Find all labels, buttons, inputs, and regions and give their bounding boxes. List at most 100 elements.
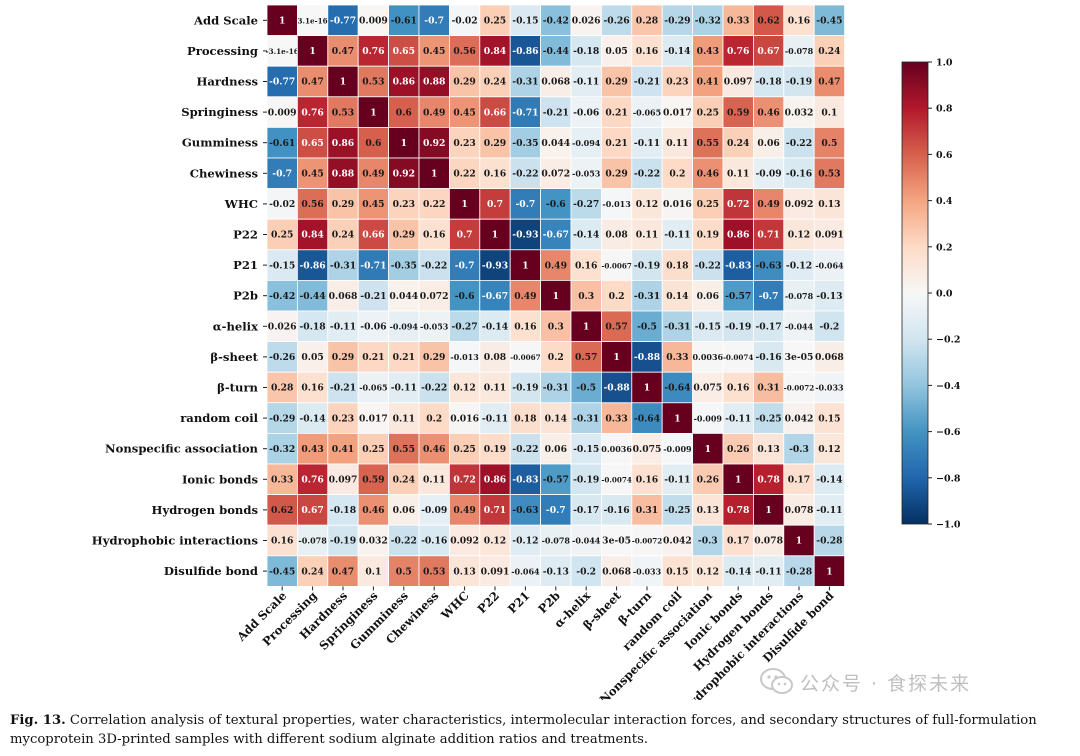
cell-value-label: 0.76: [301, 107, 323, 118]
heatmap-cell: [813, 157, 846, 190]
cell-value-label: -0.64: [664, 383, 691, 394]
heatmap-cell: [296, 188, 329, 220]
cell-value-label: 0.12: [636, 199, 658, 210]
heatmap-cell: [357, 96, 390, 128]
cell-value-label: 0.091: [481, 566, 510, 577]
cell-value-label: 1: [583, 322, 589, 333]
heatmap-cell: [296, 35, 329, 67]
heatmap-cell: [448, 96, 481, 128]
colorbar-tick-label: −0.8: [936, 473, 961, 484]
cell-value-label: -0.053: [420, 322, 449, 332]
cell-value-label: 0.65: [393, 46, 415, 57]
cell-value-label: -0.45: [269, 566, 295, 577]
y-tick-label: random coil: [180, 411, 258, 425]
cell-value-label: -0.053: [572, 169, 601, 179]
heatmap-cell: [509, 310, 542, 343]
heatmap-cell: [631, 341, 663, 373]
cell-value-label: -0.2: [576, 566, 596, 577]
cell-value-label: -0.0074: [601, 476, 632, 485]
heatmap-cell: [722, 96, 754, 128]
heatmap-cell: [448, 188, 481, 220]
heatmap-cell: [357, 188, 390, 220]
cell-value-label: 0.24: [727, 138, 750, 149]
cell-value-label: 0.042: [785, 413, 814, 424]
cell-value-label: -0.93: [482, 260, 508, 271]
heatmap-cell: [388, 218, 420, 251]
cell-value-label: 0.31: [636, 505, 658, 516]
cell-value-label: -0.22: [695, 260, 721, 271]
cell-value-label: 0.0036: [692, 352, 723, 362]
heatmap-cell: [661, 218, 694, 251]
cell-value-label: -0.14: [573, 230, 600, 241]
heatmap-cell: [631, 555, 663, 587]
heatmap-cell: [813, 96, 846, 128]
cell-value-label: 1: [613, 352, 619, 363]
cell-value-label: -0.064: [511, 566, 540, 576]
heatmap-cell: [448, 371, 481, 404]
cell-value-label: 0.53: [362, 77, 384, 88]
cell-value-label: 0.22: [423, 199, 445, 210]
cell-value-label: -0.19: [573, 475, 599, 486]
cell-value-label: 0.47: [332, 46, 354, 57]
cell-value-label: 0.41: [697, 77, 719, 88]
cell-value-label: -0.02: [451, 16, 477, 27]
cell-value-label: 0.2: [609, 291, 625, 302]
cell-value-label: 0.18: [514, 413, 536, 424]
heatmap-cell: [479, 35, 511, 67]
cell-value-label: -0.29: [269, 413, 295, 424]
cell-value-label: 0.16: [484, 169, 506, 180]
cell-value-label: 0.22: [453, 169, 475, 180]
cell-value-label: -0.16: [421, 536, 447, 547]
colorbar-tick-label: 0.8: [936, 104, 953, 115]
wechat-icon: [760, 668, 793, 694]
cell-value-label: -0.11: [330, 322, 356, 333]
heatmap-cell: [357, 35, 390, 67]
cell-value-label: -0.45: [816, 16, 842, 27]
heatmap-cell: [783, 555, 815, 587]
cell-value-label: 0.044: [389, 291, 418, 302]
heatmap-cell: [388, 279, 420, 312]
cell-value-label: -0.065: [633, 107, 661, 117]
cell-value-label: 0.55: [393, 444, 415, 455]
cell-value-label: 0.24: [393, 475, 416, 486]
heatmap-cell: [418, 494, 450, 526]
cell-value-label: 0.078: [754, 536, 783, 547]
heatmap-cell: [418, 463, 450, 496]
cell-value-label: 0.11: [423, 475, 445, 486]
cell-value-label: -0.15: [695, 322, 721, 333]
cell-value-label: -0.22: [634, 169, 660, 180]
cell-value-label: 0.05: [301, 352, 323, 363]
heatmap-cell: [601, 35, 633, 67]
heatmap-cell: [266, 218, 298, 251]
cell-value-label: -3.1e-16: [266, 47, 299, 56]
heatmap-cell: [722, 432, 754, 465]
heatmap-cell: [327, 402, 359, 434]
cell-value-label: 0.46: [757, 107, 779, 118]
cell-value-label: 0.76: [362, 46, 384, 57]
cell-value-label: -0.17: [755, 322, 781, 333]
heatmap-cell: [570, 463, 602, 496]
cell-value-label: 0.41: [332, 444, 354, 455]
heatmap-cell: [540, 218, 572, 251]
cell-value-label: 0.017: [663, 107, 692, 118]
cell-value-label: 0.28: [271, 383, 293, 394]
heatmap-cell: [692, 188, 724, 220]
heatmap-cell: [753, 35, 785, 67]
heatmap-cell: [692, 157, 724, 190]
cell-value-label: 0.25: [453, 444, 475, 455]
heatmap-cell: [783, 341, 815, 373]
cell-value-label: 0.31: [757, 383, 779, 394]
y-tick-label: Springiness: [181, 105, 258, 119]
cell-value-label: -0.57: [725, 291, 751, 302]
heatmap-cell: [661, 555, 694, 587]
heatmap-cell: [357, 371, 390, 404]
colorbar-tick-label: 0.2: [936, 242, 953, 253]
heatmap-cell: [296, 371, 329, 404]
cell-value-label: -0.19: [786, 77, 812, 88]
cell-value-label: 0.71: [757, 230, 779, 241]
cell-value-label: 1: [674, 413, 680, 424]
cell-value-label: -0.88: [634, 352, 660, 363]
heatmap-cell: [783, 310, 815, 343]
y-tick-label: Nonspecific association: [105, 442, 259, 456]
y-tick-label: α-helix: [213, 319, 258, 333]
